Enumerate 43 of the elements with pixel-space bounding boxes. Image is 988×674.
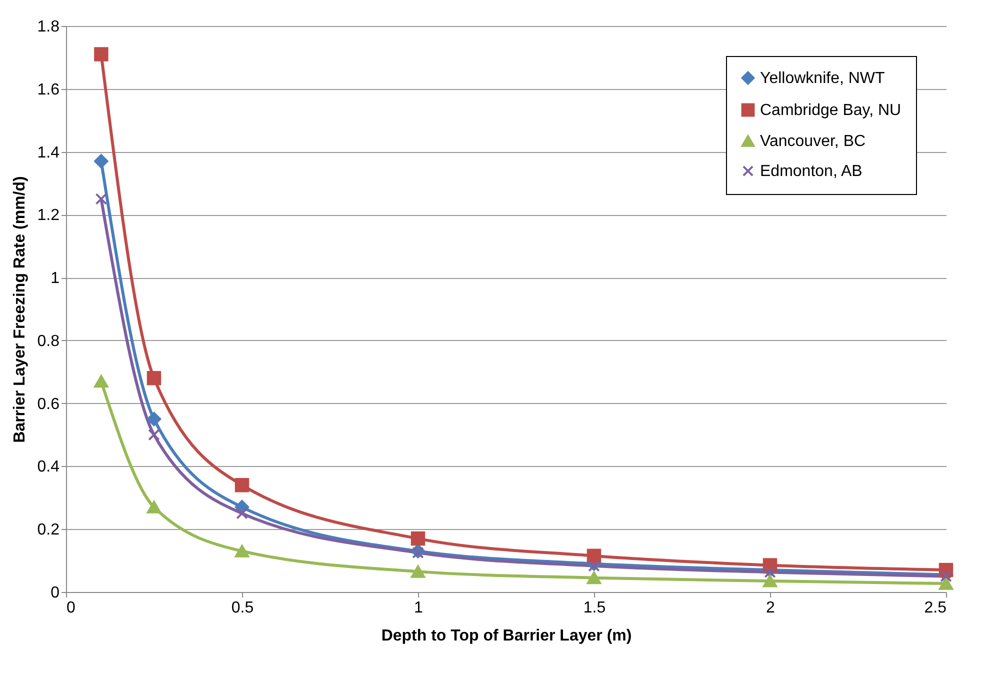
point [236,507,248,520]
y-tick-label: 1.6 [37,81,60,98]
x-tick-label: 1.5 [583,600,606,616]
point [234,544,250,558]
x-tick-label: 0.5 [231,600,254,616]
point [412,546,424,559]
legend-label: Cambridge Bay, NU [760,102,902,119]
y-tick-label: 0.2 [37,522,60,539]
point [94,154,108,168]
legend-label: Yellowknife, NWT [760,70,886,87]
y-tick-label: 0.4 [37,458,60,476]
point [940,570,952,582]
point [938,577,954,590]
point [146,371,162,386]
y-tick-label: 1.2 [37,207,60,224]
point [410,565,426,578]
x-axis-title: Depth to Top of Barrier Layer (m) [381,628,632,644]
x-tick-label: 0 [66,600,76,616]
y-tick-label: 1.8 [37,18,60,36]
y-tick-label: 1 [50,270,60,288]
point [762,574,778,588]
point [586,548,602,563]
point [146,500,162,514]
point [764,566,776,578]
y-tick-label: 0.6 [37,396,60,413]
y-axis-title: Barrier Layer Freezing Rate (mm/d) [11,176,28,443]
legend-label: Edmonton, AB [760,163,862,180]
point [95,193,108,205]
legend-label: Vancouver, BC [760,133,866,150]
y-tick-label: 0 [50,584,60,602]
point [588,560,600,572]
point [586,572,602,584]
point [94,375,108,388]
point [146,412,162,426]
x-tick-label: 2.5 [924,600,947,616]
point [410,531,426,546]
x-tick-label: 2 [766,600,776,616]
y-tick-label: 0.8 [37,332,60,350]
y-tick-label: 1.4 [37,144,60,162]
point [94,47,108,62]
point [234,478,250,492]
x-tick-label: 1 [414,600,424,616]
point [148,428,160,441]
